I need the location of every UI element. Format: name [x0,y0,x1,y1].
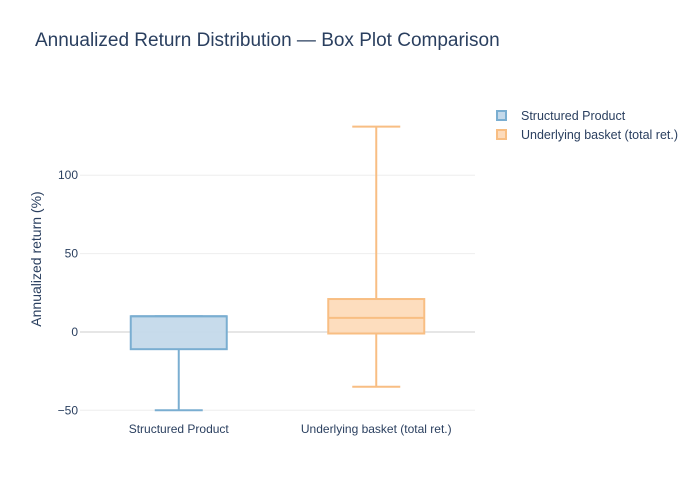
boxes [129,125,426,412]
y-tick-label: 50 [65,247,79,261]
legend-label: Structured Product [521,108,626,123]
x-category-label: Structured Product [129,422,230,436]
legend-item-underlying-basket[interactable]: Underlying basket (total ret.) [496,125,678,144]
legend-label: Underlying basket (total ret.) [521,127,679,142]
legend: Structured Product Underlying basket (to… [496,106,678,144]
legend-swatch-underlying-basket [496,129,507,140]
y-tick-label: 0 [71,325,78,339]
legend-swatch-structured-product [496,110,507,121]
y-axis-label: Annualized return (%) [28,191,44,326]
iqr-box [129,315,228,351]
chart-title: Annualized Return Distribution — Box Plo… [35,30,500,51]
box-underlying-basket [327,125,426,388]
legend-item-structured-product[interactable]: Structured Product [496,106,678,125]
iqr-box [327,298,426,335]
y-tick-label: −50 [58,403,79,417]
box-structured-product [129,315,228,412]
x-axis-categories: Structured Product Underlying basket (tot… [129,422,452,436]
y-axis-ticks: −50 0 50 100 [58,168,79,417]
y-tick-label: 100 [58,168,78,182]
x-category-label: Underlying basket (total ret.) [301,422,452,436]
gridlines [80,174,475,411]
